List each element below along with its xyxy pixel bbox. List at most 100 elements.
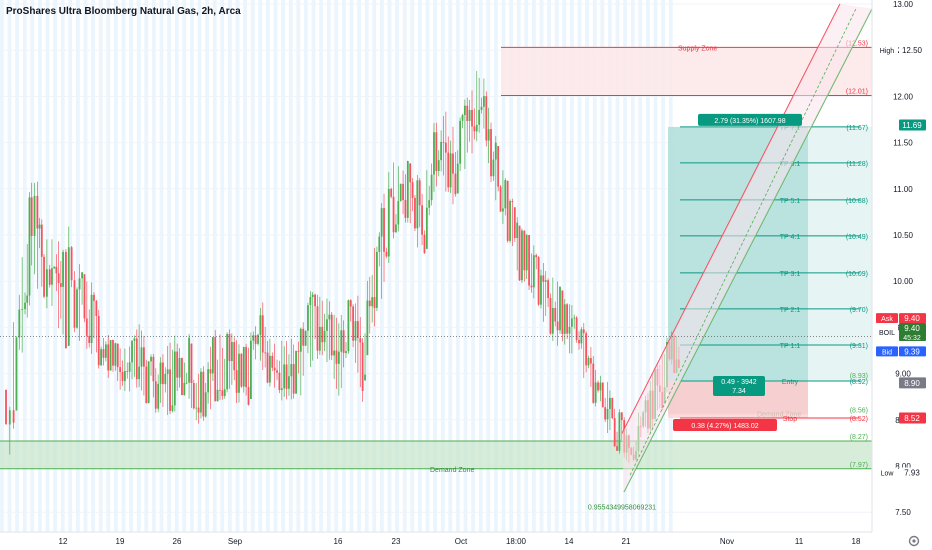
candle-body — [521, 230, 523, 281]
session-band — [661, 0, 665, 532]
session-band — [425, 0, 430, 532]
candle-body — [430, 174, 433, 201]
session-band — [463, 0, 468, 532]
candle-body — [257, 334, 259, 344]
candle-body — [540, 275, 542, 305]
candle-body — [395, 224, 397, 233]
svg-text:Ask: Ask — [881, 316, 893, 323]
session-band — [638, 0, 643, 532]
price-badge: 8.90 — [899, 377, 926, 389]
price-tick-label: 13.00 — [893, 0, 914, 9]
candle-body — [371, 297, 374, 307]
candle-body — [433, 132, 435, 175]
svg-text:Low: Low — [881, 470, 895, 477]
candle-body — [171, 405, 174, 411]
candle-body — [55, 266, 58, 274]
zone-value-label: (8.93) — [850, 373, 868, 380]
session-band — [258, 0, 263, 532]
candle-body — [15, 337, 18, 411]
candle-body — [128, 362, 131, 372]
session-band — [91, 0, 95, 532]
price-tick-label: 9.00 — [895, 370, 911, 379]
session-band — [98, 0, 103, 532]
channel-mid-line — [629, 8, 857, 476]
session-band — [509, 0, 513, 532]
svg-text:BOIL: BOIL — [879, 330, 895, 337]
time-axis[interactable]: 12 19 26 Sep 16 23 Oct 18:00 14 21 Nov 11 18 — [0, 531, 932, 550]
candle-body — [93, 294, 95, 301]
price-axis[interactable]: 13.0012.5012.0011.5011.0010.5010.009.509… — [871, 0, 932, 550]
candle-body — [554, 308, 557, 322]
candle-body — [197, 407, 200, 413]
candle-body — [559, 286, 561, 331]
candle-body — [5, 389, 7, 425]
candle-body — [597, 382, 599, 391]
session-band — [7, 0, 12, 532]
candle-body — [345, 351, 347, 353]
candle-body — [85, 318, 88, 336]
candle-body — [12, 410, 15, 423]
session-band — [182, 0, 187, 532]
candle-body — [178, 358, 181, 378]
gear-icon[interactable] — [908, 535, 920, 547]
candle-body — [223, 389, 226, 396]
price-tick-label: 11.00 — [893, 185, 913, 194]
candle-body — [169, 369, 171, 411]
candle-body — [145, 366, 148, 404]
svg-text:8.90: 8.90 — [904, 379, 920, 388]
session-band — [395, 0, 399, 532]
time-tick-label: 19 — [116, 537, 125, 546]
level-value: (9.31) — [850, 343, 868, 350]
session-band — [570, 0, 574, 532]
candle-body — [620, 412, 623, 421]
candle-body — [76, 289, 78, 328]
session-band — [15, 0, 19, 532]
candle-body — [121, 372, 124, 382]
candle-body — [609, 397, 611, 409]
candle-body — [535, 255, 538, 258]
session-band — [311, 0, 316, 532]
candle-body — [316, 306, 319, 351]
candle-body — [428, 200, 431, 208]
svg-text:11.69: 11.69 — [902, 121, 922, 130]
session-band — [45, 0, 50, 532]
candle-body — [502, 208, 504, 212]
candle-body — [471, 109, 473, 127]
candle-body — [269, 355, 271, 383]
candle-body — [90, 294, 93, 343]
zone-value-label: (12.53) — [846, 40, 868, 47]
candle-body — [226, 333, 229, 390]
time-tick-label: 26 — [173, 537, 182, 546]
session-band — [349, 0, 354, 532]
svg-text:0.38 (4.27%) 1483.02: 0.38 (4.27%) 1483.02 — [691, 423, 758, 430]
session-band — [144, 0, 149, 532]
candle-body — [67, 247, 70, 346]
candle-body — [302, 328, 305, 346]
candle-body — [570, 318, 573, 327]
candle-body — [249, 340, 252, 400]
candle-body — [518, 225, 521, 281]
session-band — [129, 0, 133, 532]
candle-body — [195, 407, 198, 409]
session-band — [334, 0, 339, 532]
svg-text:45:32: 45:32 — [903, 335, 921, 342]
candle-body — [173, 351, 176, 406]
session-band — [220, 0, 225, 532]
price-tick-label: 11.50 — [893, 139, 913, 148]
zone-value-label: (8.27) — [850, 434, 868, 441]
candle-body — [423, 234, 426, 254]
candle-body — [490, 129, 492, 177]
candle-body — [516, 222, 519, 239]
candle-body — [551, 308, 554, 334]
candle-body — [378, 236, 381, 252]
session-band — [159, 0, 164, 532]
candle-body — [59, 283, 62, 287]
candle-body — [138, 366, 141, 380]
candle-body — [314, 294, 316, 307]
price-badge: Bid 9.39 — [876, 346, 926, 357]
svg-text:Bid: Bid — [882, 349, 892, 356]
candle-body — [88, 335, 91, 343]
candle-body — [466, 105, 469, 122]
session-band — [53, 0, 57, 532]
